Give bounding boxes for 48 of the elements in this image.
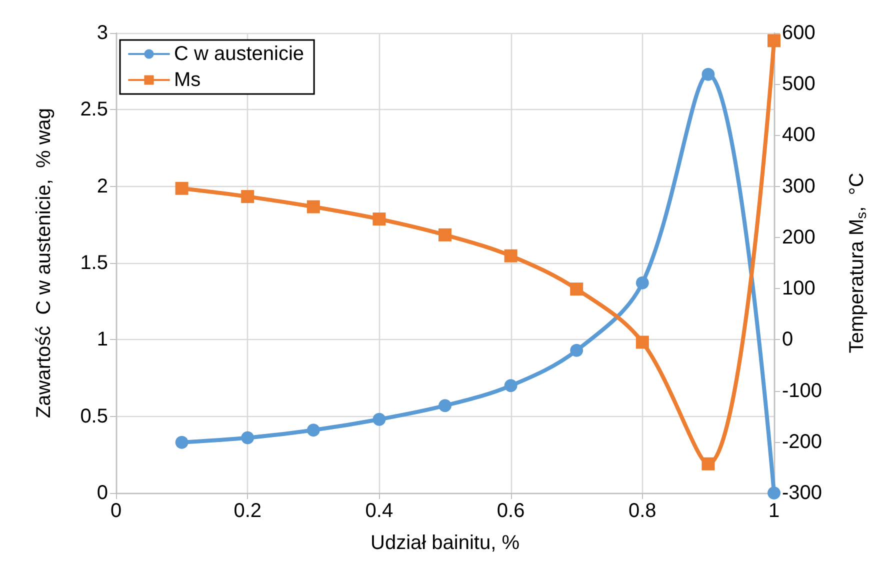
y2-tick-label: -200 bbox=[782, 430, 822, 453]
y-tick-label: 1 bbox=[96, 328, 108, 351]
y2-tick-label: 0 bbox=[782, 328, 794, 351]
y2-axis-title: Temperatura Ms, °C bbox=[846, 172, 869, 354]
y-tick-label: 0.5 bbox=[80, 405, 108, 428]
x-tick-label: 0.8 bbox=[628, 500, 656, 522]
y2-tick-label: 100 bbox=[782, 278, 816, 300]
x-tick-label: 0.4 bbox=[365, 500, 394, 522]
y-tick-label: 3 bbox=[96, 22, 108, 44]
y-tick-label: 1.5 bbox=[80, 252, 108, 274]
point bbox=[241, 190, 254, 204]
y2-tick-label: 200 bbox=[782, 226, 816, 248]
y2-tick-label: 400 bbox=[782, 124, 816, 146]
point bbox=[636, 276, 649, 290]
point bbox=[702, 457, 715, 470]
y2-tick-label: -100 bbox=[782, 380, 822, 402]
y-axis-title: Zawartość C w austenicie, % wag bbox=[33, 108, 55, 418]
point bbox=[636, 336, 649, 349]
point bbox=[175, 436, 188, 449]
point bbox=[372, 212, 386, 226]
x-tick-label: 0.2 bbox=[234, 500, 262, 522]
point bbox=[175, 182, 188, 195]
y2-tick-label: 500 bbox=[782, 73, 816, 96]
point bbox=[768, 34, 780, 48]
x-tick-label: 0 bbox=[110, 500, 122, 522]
point bbox=[570, 282, 584, 296]
y2-tick-label: -300 bbox=[782, 482, 822, 504]
point bbox=[438, 228, 452, 242]
point bbox=[702, 68, 715, 81]
x-tick-label: 1 bbox=[768, 500, 780, 522]
point bbox=[504, 379, 518, 392]
legend-label: Ms bbox=[174, 69, 201, 91]
point bbox=[306, 200, 320, 214]
legend-label: C w austenicie bbox=[174, 43, 304, 65]
point bbox=[438, 399, 452, 412]
point bbox=[768, 486, 780, 500]
y-tick-label: 0 bbox=[96, 482, 108, 504]
point bbox=[306, 424, 320, 437]
y-tick-label: 2 bbox=[96, 175, 108, 198]
x-tick-label: 0.6 bbox=[496, 500, 525, 522]
y2-tick-label: 600 bbox=[782, 22, 816, 44]
point bbox=[372, 412, 386, 426]
point bbox=[504, 249, 518, 262]
point bbox=[570, 344, 584, 357]
y-tick-label: 2.5 bbox=[80, 98, 108, 121]
y2-tick-label: 300 bbox=[782, 175, 816, 198]
point bbox=[241, 431, 254, 444]
x-axis-title: Udział bainitu, % bbox=[370, 532, 520, 554]
